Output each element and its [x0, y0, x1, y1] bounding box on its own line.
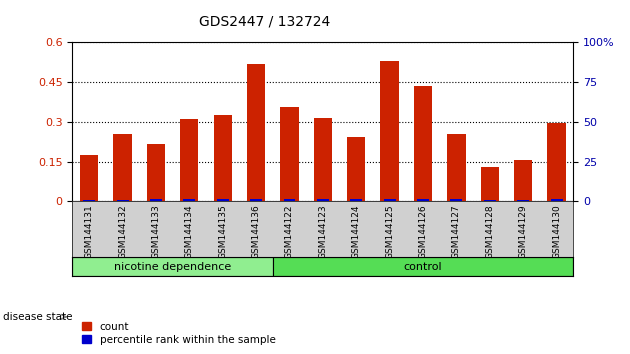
- Text: GSM144131: GSM144131: [84, 204, 94, 259]
- Text: GDS2447 / 132724: GDS2447 / 132724: [199, 14, 330, 28]
- Text: GSM144127: GSM144127: [452, 204, 461, 259]
- Bar: [280, 107, 299, 201]
- Text: GSM144132: GSM144132: [118, 204, 127, 259]
- Bar: [83, 200, 95, 203]
- Bar: [247, 64, 265, 201]
- Bar: [183, 199, 195, 203]
- Text: GSM144133: GSM144133: [151, 204, 161, 259]
- Bar: [113, 134, 132, 201]
- Bar: [273, 257, 573, 276]
- Bar: [72, 257, 273, 276]
- Text: disease state: disease state: [3, 312, 72, 322]
- Text: GSM144135: GSM144135: [218, 204, 227, 259]
- Bar: [284, 199, 295, 203]
- Bar: [481, 167, 499, 201]
- Text: GSM144136: GSM144136: [251, 204, 261, 259]
- Text: GSM144134: GSM144134: [185, 204, 194, 259]
- Bar: [517, 200, 529, 203]
- Bar: [551, 199, 563, 203]
- Legend: count, percentile rank within the sample: count, percentile rank within the sample: [77, 317, 280, 349]
- Bar: [80, 155, 98, 201]
- Text: GSM144126: GSM144126: [418, 204, 428, 259]
- Bar: [180, 119, 198, 201]
- Bar: [547, 123, 566, 201]
- Bar: [347, 137, 365, 201]
- Text: GSM144124: GSM144124: [352, 204, 361, 259]
- Bar: [484, 200, 496, 203]
- Bar: [117, 200, 129, 203]
- Bar: [214, 115, 232, 201]
- Bar: [317, 199, 329, 203]
- Bar: [450, 199, 462, 203]
- Bar: [147, 144, 165, 201]
- Text: GSM144130: GSM144130: [552, 204, 561, 259]
- Bar: [150, 200, 162, 203]
- Bar: [447, 134, 466, 201]
- Text: nicotine dependence: nicotine dependence: [114, 262, 231, 272]
- Text: GSM144123: GSM144123: [318, 204, 328, 259]
- Bar: [217, 199, 229, 203]
- Text: GSM144129: GSM144129: [518, 204, 528, 259]
- Bar: [417, 199, 429, 202]
- Bar: [250, 199, 262, 203]
- Text: GSM144122: GSM144122: [285, 204, 294, 259]
- Bar: [514, 160, 532, 201]
- Bar: [314, 118, 332, 201]
- Text: control: control: [404, 262, 442, 272]
- Text: GSM144128: GSM144128: [485, 204, 495, 259]
- Text: GSM144125: GSM144125: [385, 204, 394, 259]
- Bar: [414, 86, 432, 201]
- Bar: [384, 199, 396, 202]
- Bar: [350, 199, 362, 203]
- Bar: [381, 61, 399, 201]
